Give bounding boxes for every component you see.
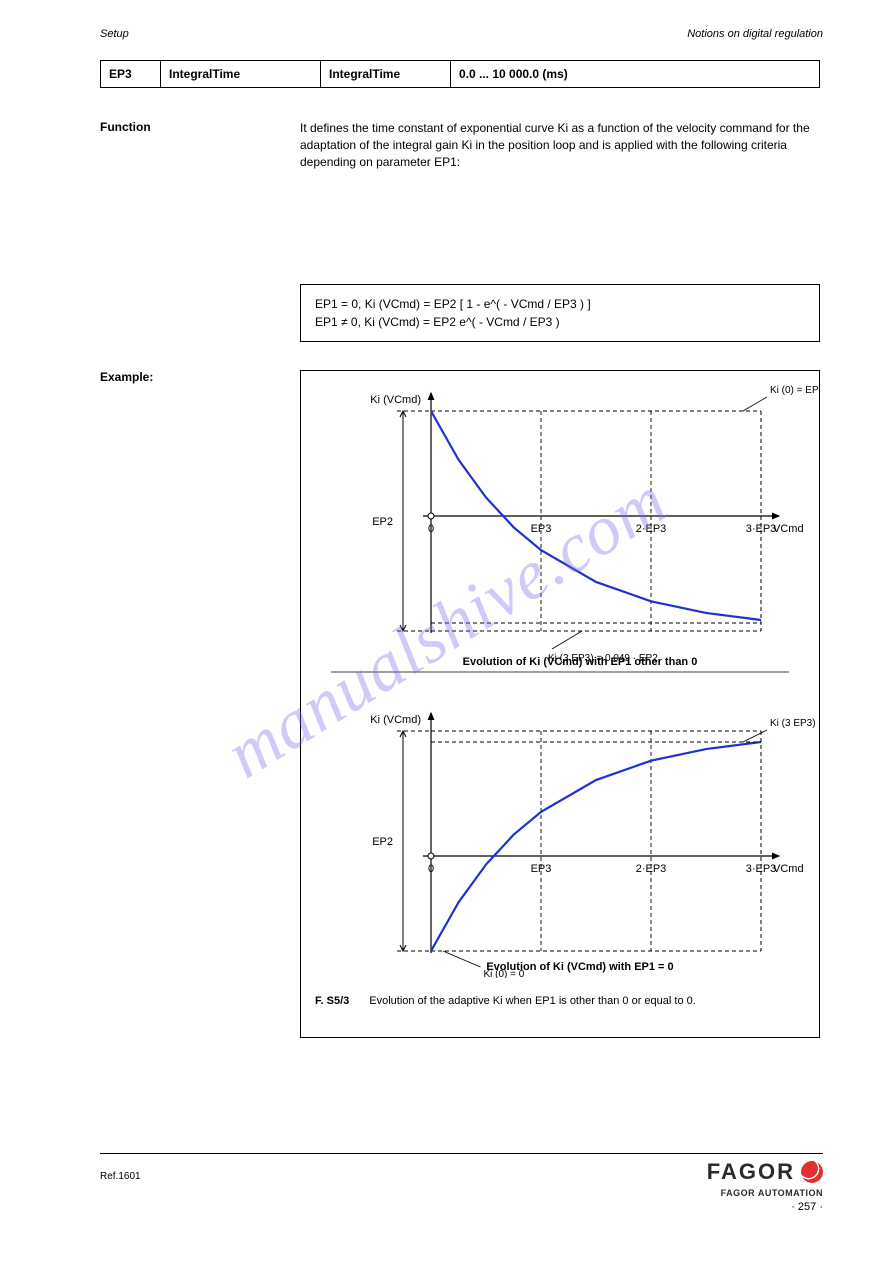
caption-text: Evolution of the adaptive Ki when EP1 is… — [369, 995, 696, 1007]
page-footer: Ref.1601 FAGOR FAGOR AUTOMATION · 257 · — [100, 1153, 823, 1233]
svg-text:Ki (0) = EP2: Ki (0) = EP2 — [770, 385, 819, 396]
svg-text:EP2: EP2 — [372, 836, 393, 848]
svg-text:VCmd: VCmd — [773, 523, 804, 535]
example-label: Example: — [100, 370, 288, 384]
function-label: Function — [100, 120, 288, 134]
param-default: IntegralTime — [321, 61, 451, 88]
logo-text: FAGOR — [707, 1159, 795, 1185]
svg-text:Ki (VCmd): Ki (VCmd) — [370, 394, 421, 406]
logo-swirl-icon — [801, 1161, 823, 1183]
svg-text:Evolution of Ki (VCmd) with EP: Evolution of Ki (VCmd) with EP1 other th… — [463, 656, 698, 668]
parameter-table: EP3 IntegralTime IntegralTime 0.0 ... 10… — [100, 60, 820, 88]
page-header: Setup Notions on digital regulation — [100, 28, 823, 40]
logo-subtitle: FAGOR AUTOMATION — [707, 1188, 823, 1198]
param-range: 0.0 ... 10 000.0 (ms) — [451, 61, 820, 88]
formula-section: EP1 = 0, Ki (VCmd) = EP2 [ 1 - e^( - VCm… — [100, 280, 820, 342]
chart-ki-ep1-zero: 0EP32·EP33·EP3EP2Ki (VCmd)VCmdKi (3 EP3)… — [301, 676, 819, 978]
param-name: IntegralTime — [161, 61, 321, 88]
svg-text:VCmd: VCmd — [773, 863, 804, 875]
header-left: Setup — [100, 28, 129, 40]
chart-ki-ep1-nonzero: 0EP32·EP33·EP3EP2Ki (VCmd)VCmdKi (0) = E… — [301, 371, 819, 673]
footer-ref: Ref.1601 — [100, 1171, 141, 1182]
formula-line-1: EP1 = 0, Ki (VCmd) = EP2 [ 1 - e^( - VCm… — [315, 295, 805, 313]
svg-text:EP2: EP2 — [372, 516, 393, 528]
svg-text:0: 0 — [428, 863, 434, 875]
caption-label: F. S5/3 — [315, 995, 349, 1007]
formula-box: EP1 = 0, Ki (VCmd) = EP2 [ 1 - e^( - VCm… — [300, 284, 820, 342]
svg-text:Ki (VCmd): Ki (VCmd) — [370, 714, 421, 726]
function-text: It defines the time constant of exponent… — [300, 120, 820, 170]
svg-text:Ki (3 EP3) = 0.95 · EP2: Ki (3 EP3) = 0.95 · EP2 — [770, 718, 819, 729]
formula-line-2: EP1 ≠ 0, Ki (VCmd) = EP2 e^( - VCmd / EP… — [315, 313, 805, 331]
header-right: Notions on digital regulation — [687, 28, 823, 40]
param-id: EP3 — [101, 61, 161, 88]
function-section: Function It defines the time constant of… — [100, 120, 820, 170]
svg-text:Evolution of Ki (VCmd) with EP: Evolution of Ki (VCmd) with EP1 = 0 — [486, 961, 673, 973]
charts-frame: 0EP32·EP33·EP3EP2Ki (VCmd)VCmdKi (0) = E… — [300, 370, 820, 1038]
page-number: · 257 · — [791, 1201, 823, 1213]
figure-caption: F. S5/3 Evolution of the adaptive Ki whe… — [301, 981, 819, 1037]
brand-logo: FAGOR FAGOR AUTOMATION — [707, 1159, 823, 1198]
example-section: Example: 0EP32·EP33·EP3EP2Ki (VCmd)VCmdK… — [100, 370, 820, 1038]
table-row: EP3 IntegralTime IntegralTime 0.0 ... 10… — [101, 61, 820, 88]
svg-text:0: 0 — [428, 523, 434, 535]
footer-divider — [100, 1153, 823, 1154]
